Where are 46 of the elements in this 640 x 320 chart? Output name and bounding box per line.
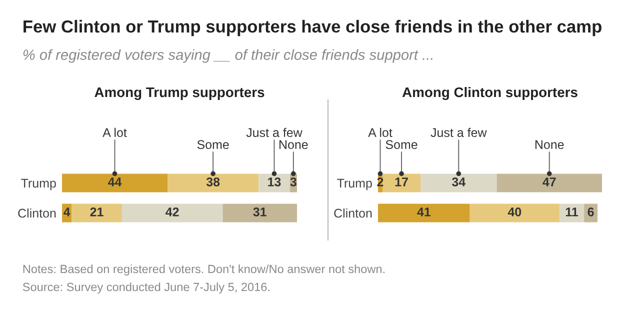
text: A lot — [368, 128, 392, 138]
text: % of registered voters saying __ of their close friends support ... — [23, 49, 432, 63]
text: Just a few — [246, 128, 302, 138]
data-label: 38 — [206, 178, 220, 186]
text: A lot — [102, 128, 127, 138]
bar — [559, 204, 584, 222]
y-tick-label: Trump — [21, 178, 56, 190]
data-label: 40 — [508, 208, 522, 216]
y-tick-label: Clinton — [18, 208, 56, 218]
y-tick-label: Trump — [337, 178, 372, 190]
data-label: 21 — [90, 208, 104, 216]
data-label: 17 — [395, 178, 408, 186]
data-label: 13 — [268, 178, 281, 186]
data-label: 3 — [290, 178, 296, 186]
data-label: 6 — [588, 208, 594, 216]
bar — [62, 174, 168, 192]
data-label: 41 — [417, 208, 431, 216]
text: None — [279, 140, 308, 150]
text: Few Clinton or Trump supporters have close friends in the other camp — [24, 20, 602, 36]
bar — [168, 174, 259, 192]
chart-title: Among Trump supporters — [94, 88, 264, 100]
bar — [122, 204, 223, 222]
data-label: 47 — [542, 178, 556, 186]
series-label: Some — [386, 140, 418, 150]
text: Just a few — [430, 128, 487, 138]
series-label: None — [535, 140, 564, 150]
series-label: Some — [197, 140, 229, 150]
y-tick-label: Clinton — [334, 208, 372, 218]
bar — [222, 204, 297, 222]
data-label: 44 — [108, 178, 122, 186]
data-label: 34 — [452, 178, 466, 186]
source-note: Source: Survey conducted June 7-July 5, 2016. — [22, 282, 270, 294]
text: Notes: Based on registered voters. Don't know/No answer not shown. — [23, 264, 384, 276]
bar — [584, 204, 598, 222]
data-label: 31 — [253, 208, 266, 216]
bar — [382, 174, 421, 192]
bar — [378, 204, 470, 222]
bar — [72, 204, 122, 222]
bar — [470, 204, 560, 222]
bar — [258, 174, 290, 192]
chart-title: Among Clinton supporters — [402, 86, 578, 100]
bar — [496, 174, 602, 192]
bar — [420, 174, 497, 192]
data-label: 11 — [566, 208, 578, 216]
data-label: 4 — [64, 208, 70, 216]
data-label: 42 — [166, 208, 179, 216]
